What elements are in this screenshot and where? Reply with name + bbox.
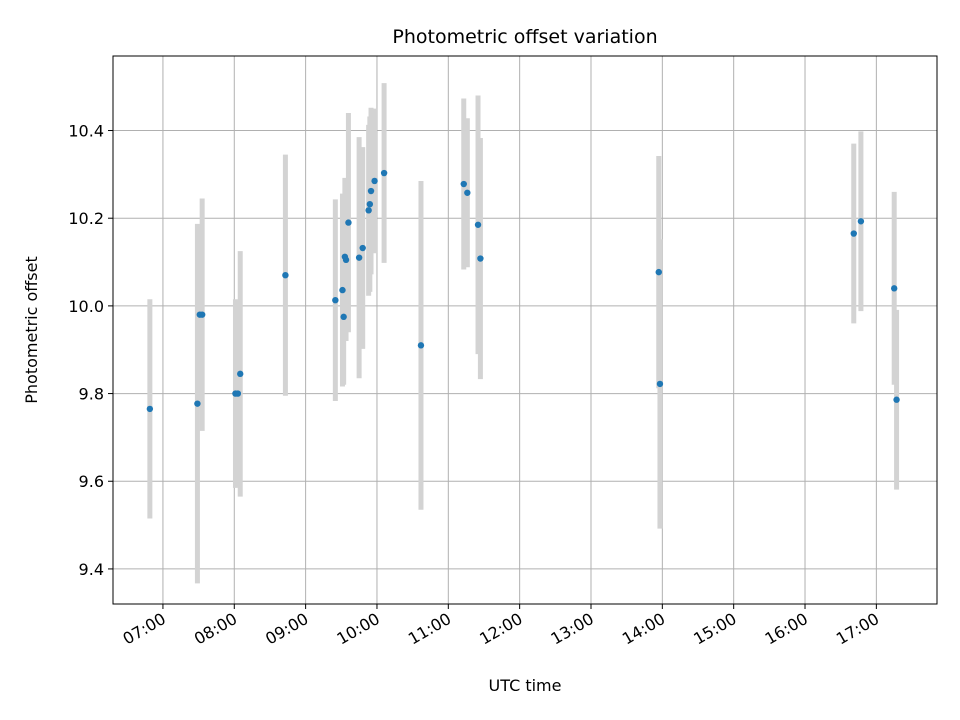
chart-title: Photometric offset variation (392, 26, 657, 48)
x-tick-label: 09:00 (262, 609, 311, 649)
data-point (332, 296, 339, 304)
data-point (342, 256, 350, 264)
data-point (890, 285, 898, 292)
x-axis-title: UTC time (489, 676, 562, 695)
data-point (367, 187, 375, 195)
x-tick-label: 15:00 (690, 609, 739, 649)
data-point (234, 390, 242, 397)
data-point (857, 218, 865, 225)
data-point (146, 405, 154, 413)
data-point (366, 200, 374, 208)
plot-frame (112, 55, 938, 605)
data-point (198, 311, 206, 318)
x-tick-label: 16:00 (762, 609, 811, 649)
x-tick-label: 14:00 (619, 609, 668, 649)
data-point (417, 342, 425, 349)
x-tick-label: 11:00 (405, 609, 454, 649)
data-points (146, 169, 900, 413)
x-tick-label: 07:00 (120, 609, 169, 649)
x-tick-label: 13:00 (548, 609, 597, 649)
data-point (371, 177, 378, 185)
plot-area (113, 56, 937, 604)
data-point (474, 221, 482, 228)
y-tick-label: 10.0 (68, 297, 104, 316)
data-point (380, 169, 388, 177)
data-point (656, 380, 664, 388)
y-gridlines (113, 130, 937, 570)
y-tick-label: 9.8 (79, 385, 104, 404)
x-tick-label: 08:00 (191, 609, 240, 649)
y-tick-label: 9.4 (79, 560, 104, 579)
x-axis-ticks: 07:00 08:00 09:00 10:00 11:00 12:00 13:00 14:00… (120, 604, 882, 649)
data-point (893, 396, 900, 403)
y-axis-title: Photometric offset (22, 256, 41, 404)
data-point (237, 370, 244, 378)
data-point (282, 272, 289, 279)
data-point (460, 180, 467, 188)
data-point (339, 286, 346, 294)
data-point (655, 268, 662, 276)
x-tick-label: 12:00 (476, 609, 525, 649)
y-axis-ticks: 9.4 9.6 9.8 10.0 10.2 10.4 (68, 122, 113, 579)
data-point (359, 244, 366, 252)
x-tick-label: 10:00 (334, 609, 383, 649)
y-tick-label: 9.6 (79, 472, 104, 491)
data-point (365, 207, 372, 214)
data-point (345, 219, 352, 226)
data-point (355, 254, 363, 261)
x-tick-label: 17:00 (833, 609, 882, 649)
data-point (340, 313, 347, 321)
data-point (477, 255, 484, 262)
data-point (464, 189, 471, 196)
y-tick-label: 10.4 (68, 122, 104, 141)
y-tick-label: 10.2 (68, 209, 104, 228)
data-point (850, 230, 857, 237)
data-point (194, 400, 201, 407)
